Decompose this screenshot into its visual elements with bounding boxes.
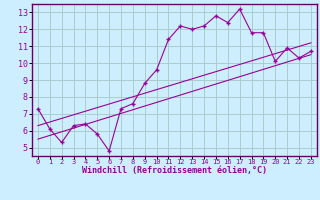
X-axis label: Windchill (Refroidissement éolien,°C): Windchill (Refroidissement éolien,°C) [82,166,267,175]
